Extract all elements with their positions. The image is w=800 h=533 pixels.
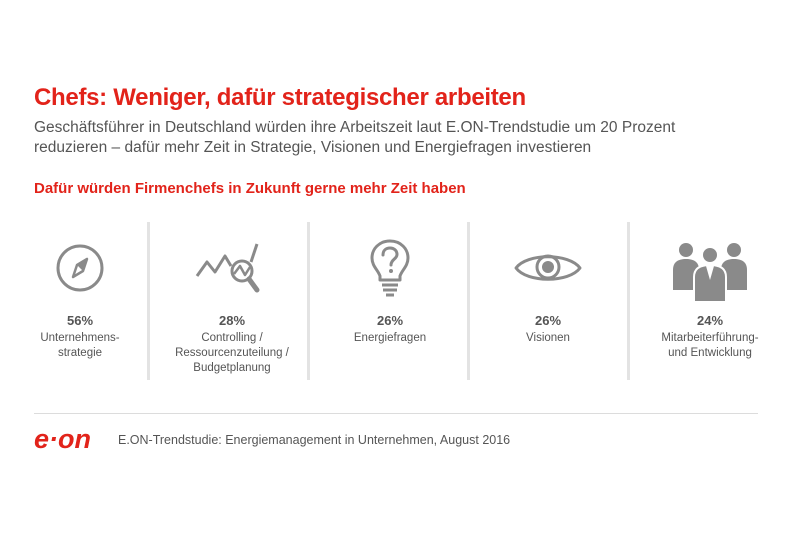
footer-divider — [34, 413, 758, 414]
item-label: Energiefragen — [310, 331, 470, 346]
item-label: Controlling / Ressourcenzuteilung / Budg… — [152, 331, 312, 376]
item-label-line: Unternehmens- — [40, 332, 120, 344]
eon-logo: e·on — [34, 426, 91, 454]
item-label-line: strategie — [57, 347, 103, 359]
item-percent: 26% — [376, 313, 404, 328]
item-label-line: Energiefragen — [353, 332, 427, 344]
item-percent: 24% — [696, 313, 724, 328]
item-label: Visionen — [468, 331, 628, 346]
item-percent: 26% — [534, 313, 562, 328]
item-label: Mitarbeiterführung- und Entwicklung — [630, 331, 790, 361]
item-controlling: 28% Controlling / Ressourcenzuteilung / … — [152, 220, 312, 380]
subtitle-line-2: reduzieren – dafür mehr Zeit in Strategi… — [34, 139, 592, 156]
divider — [627, 222, 630, 380]
chart-magnifier-icon — [195, 243, 260, 293]
divider — [147, 222, 150, 380]
page-title: Chefs: Weniger, dafür strategischer arbe… — [34, 84, 526, 111]
subtitle: Geschäftsführer in Deutschland würden ih… — [34, 118, 764, 158]
lightbulb-question-icon — [370, 239, 410, 297]
item-unternehmensstrategie: 56% Unternehmens- strategie — [0, 220, 160, 380]
divider — [467, 222, 470, 380]
item-label-line: und Entwicklung — [668, 347, 752, 359]
items-row: 56% Unternehmens- strategie 28% Controll… — [0, 220, 800, 380]
item-label: Unternehmens- strategie — [0, 331, 160, 361]
item-mitarbeiterfuehrung: 24% Mitarbeiterführung- und Entwicklung — [630, 220, 790, 380]
item-label-line: Ressourcenzuteilung / — [175, 347, 289, 359]
section-heading: Dafür würden Firmenchefs in Zukunft gern… — [34, 180, 466, 197]
item-percent: 56% — [66, 313, 94, 328]
source-note: E.ON-Trendstudie: Energiemanagement in U… — [118, 433, 511, 447]
eye-icon — [514, 254, 582, 281]
people-group-icon — [673, 243, 747, 303]
logo-text: e·on — [34, 426, 91, 454]
item-visionen: 26% Visionen — [468, 220, 628, 380]
item-label-line: Controlling / — [201, 332, 263, 344]
subtitle-line-1: Geschäftsführer in Deutschland würden ih… — [34, 119, 676, 136]
item-percent: 28% — [218, 313, 246, 328]
item-energiefragen: 26% Energiefragen — [310, 220, 470, 380]
item-label-line: Budgetplanung — [193, 362, 271, 374]
item-label-line: Mitarbeiterführung- — [661, 332, 759, 344]
item-label-line: Visionen — [526, 332, 570, 344]
compass-icon — [56, 244, 104, 292]
divider — [307, 222, 310, 380]
